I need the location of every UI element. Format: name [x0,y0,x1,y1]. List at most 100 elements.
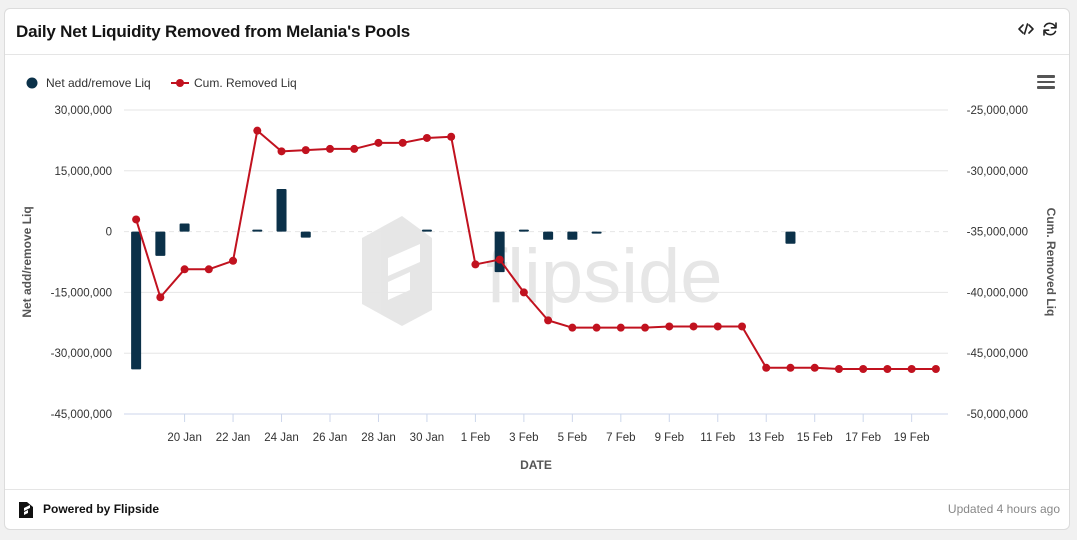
line-point [616,323,625,332]
y-left-tick-label: 30,000,000 [54,105,112,117]
line-point [859,365,868,374]
x-tick-label: 30 Jan [410,432,445,444]
line-point [762,363,771,372]
x-tick-label: 3 Feb [509,432,538,444]
line-point [495,255,504,264]
card-header: Daily Net Liquidity Removed from Melania… [5,9,1069,55]
bar [276,189,287,232]
bar [518,229,529,232]
line-point [907,365,916,374]
y-right-tick-label: -40,000,000 [967,287,1028,299]
y-left-tick-label: -30,000,000 [51,348,112,360]
line-point [447,132,456,141]
line-point [277,147,286,156]
refresh-icon[interactable] [1041,20,1059,38]
line-point [689,322,698,331]
bar [300,231,311,238]
x-tick-label: 24 Jan [264,432,299,444]
x-tick-label: 22 Jan [216,432,251,444]
hamburger-menu-icon[interactable] [1037,75,1055,89]
x-tick-label: 9 Feb [655,432,684,444]
bar [252,229,263,232]
watermark-text: flipside [486,234,723,319]
line-point [519,288,528,297]
line-series [132,126,940,374]
x-tick-label: 7 Feb [606,432,635,444]
line-point [931,365,940,374]
flipside-watermark: flipside [362,216,723,326]
legend: Net add/remove Liq Cum. Removed Liq [26,76,297,90]
x-tick-label: 13 Feb [748,432,784,444]
line-point [229,256,238,265]
line-point [665,322,674,331]
line-point [544,316,553,325]
chart-title: Daily Net Liquidity Removed from Melania… [16,22,411,41]
code-icon[interactable] [1017,20,1035,38]
legend-line-dot [176,79,184,87]
line-point [326,144,334,153]
legend-label: Cum. Removed Liq [194,76,297,90]
y-right-tick-label: -45,000,000 [967,348,1028,360]
line-point [132,215,141,224]
line-point [834,365,843,374]
x-tick-label: 28 Jan [361,432,396,444]
y-left-tick-label: -45,000,000 [51,409,112,421]
line-point [786,363,795,372]
flipside-logo-icon [19,502,33,518]
line-point [156,293,165,302]
y-left-tick-label: -15,000,000 [51,287,112,299]
line-point [568,323,577,332]
bar [543,231,554,240]
y-left-tick-label: 0 [106,227,112,239]
line-point [810,363,819,372]
card-footer: Powered by Flipside Updated 4 hours ago [5,489,1069,529]
line-point [398,138,407,147]
y-axis-right: -25,000,000 -30,000,000 -35,000,000 -40,000… [967,105,1058,421]
x-tick-label: 20 Jan [167,432,202,444]
line-point [253,126,262,135]
series-line [135,129,936,371]
y-right-tick-label: -30,000,000 [967,166,1028,178]
x-axis-title: DATE [520,458,552,472]
line-point [374,138,383,147]
bar [155,231,166,256]
bar [421,229,432,232]
y-left-axis-title: Net add/remove Liq [20,206,34,317]
y-axis-left: 30,000,000 15,000,000 0 -15,000,000 -30,000,… [20,105,112,421]
bar [179,223,190,232]
line-point [738,322,746,331]
x-tick-label: 19 Feb [894,432,930,444]
line-point [204,265,213,274]
y-right-axis-title: Cum. Removed Liq [1044,208,1058,317]
bar-series [131,189,796,370]
line-point [641,323,650,332]
x-tick-label: 26 Jan [313,432,348,444]
legend-bar-marker [26,77,38,89]
bar [785,231,796,244]
line-point [713,322,722,331]
x-tick-label: 11 Feb [700,432,735,444]
line-point [301,146,310,155]
y-right-tick-label: -35,000,000 [967,227,1028,239]
x-tick-label: 1 Feb [461,432,490,444]
y-right-tick-label: -25,000,000 [967,105,1028,117]
bar [567,231,578,240]
x-tick-label: 17 Feb [845,432,881,444]
line-point [350,144,359,153]
y-right-tick-label: -50,000,000 [967,409,1028,421]
line-point [471,260,480,269]
x-tick-label: 5 Feb [558,432,587,444]
bar [494,231,505,273]
updated-timestamp: Updated 4 hours ago [947,502,1060,516]
x-tick-label: 15 Feb [797,432,833,444]
line-point [180,265,189,274]
legend-label: Net add/remove Liq [46,76,151,90]
y-left-tick-label: 15,000,000 [54,166,112,178]
bar [131,231,142,370]
powered-by-label[interactable]: Powered by Flipside [43,502,160,516]
line-point [592,323,601,332]
x-axis: 20 Jan 22 Jan 24 Jan 26 Jan 28 Jan 30 Jan 1 Fe… [124,413,948,472]
bar [591,231,602,234]
line-point [883,365,892,374]
